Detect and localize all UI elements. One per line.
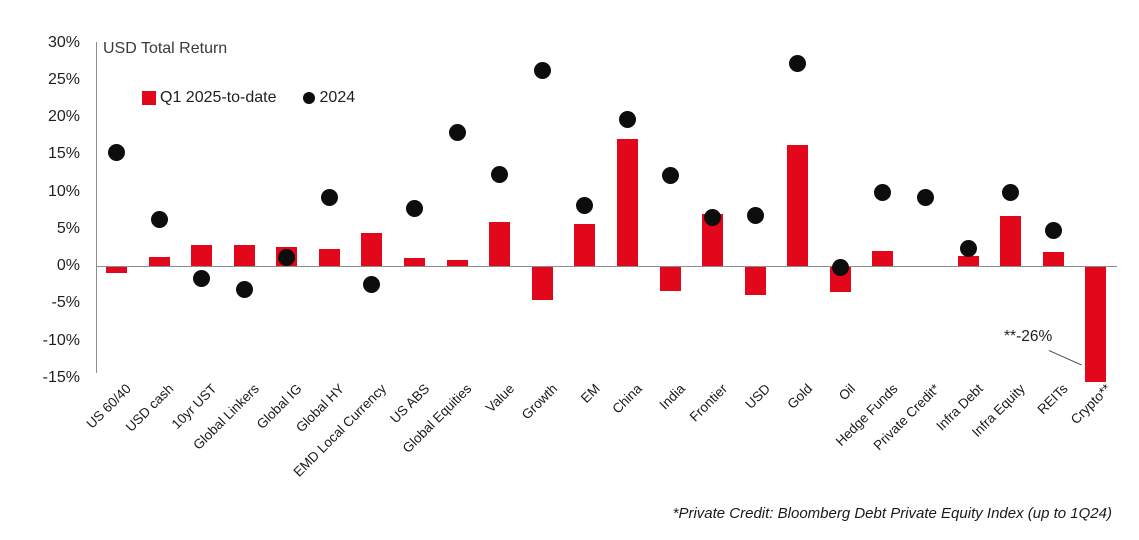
y-axis-line [96, 42, 97, 373]
dot-em [576, 197, 594, 215]
bar-usd [744, 267, 766, 295]
x-label-crypto: Crypto** [1067, 381, 1114, 428]
bar-infra-debt [957, 256, 979, 266]
dot-growth [533, 62, 551, 80]
bar-us-60-40 [106, 267, 127, 273]
x-label-value: Value [483, 381, 518, 416]
dot-reits [1044, 222, 1062, 240]
dot-global-equities [448, 124, 466, 142]
bar-global-hy [318, 248, 340, 266]
dot-infra-debt [959, 240, 977, 258]
dot-oil [831, 258, 849, 276]
x-label-oil: Oil [835, 381, 858, 404]
dot-india [661, 166, 679, 184]
x-label-india: India [656, 381, 688, 413]
bar-crypto [1085, 267, 1107, 382]
dot-global-linkers [235, 281, 253, 299]
bar-gold [787, 145, 809, 266]
crypto-clipped-value-annotation: **-26% [1004, 328, 1053, 345]
bar-global-equities [446, 260, 468, 266]
chart-legend: Q1 2025-to-date 2024 [142, 89, 355, 107]
dot-emd-local-currency [363, 276, 381, 294]
y-tick-15: -15% [42, 368, 80, 386]
bar-frontier [702, 213, 724, 266]
dot-global-hy [320, 188, 338, 206]
annotation-leader-line [1048, 350, 1082, 366]
bar-usd-cash [148, 257, 170, 266]
legend-circle-icon [302, 92, 315, 104]
y-tick-20: 20% [47, 108, 80, 125]
x-label-em: EM [577, 381, 603, 406]
chart-title: USD Total Return [103, 40, 228, 57]
x-label-gold: Gold [784, 381, 816, 412]
bar-10yr-ust [191, 245, 213, 266]
x-label-growth: Growth [518, 381, 560, 423]
bar-reits [1042, 251, 1064, 266]
y-tick-15: 15% [47, 145, 80, 163]
legend-square-icon [142, 91, 156, 105]
dot-us-60-40 [108, 144, 125, 162]
y-tick-10: 10% [47, 182, 80, 200]
bar-global-linkers [233, 245, 255, 266]
y-tick-10: -10% [42, 331, 80, 349]
y-tick-5: 5% [56, 219, 80, 237]
dot-private-credit [917, 188, 935, 206]
dot-usd [746, 206, 764, 224]
dot-10yr-ust [193, 270, 211, 288]
bar-india [659, 267, 681, 291]
bar-growth [531, 267, 553, 300]
bar-china [616, 139, 638, 266]
dot-usd-cash [150, 210, 168, 228]
x-label-frontier: Frontier [686, 381, 731, 425]
dot-gold [789, 54, 807, 72]
dot-us-abs [406, 200, 424, 218]
dot-value [491, 165, 509, 183]
dot-hedge-funds [874, 184, 892, 202]
bar-us-abs [404, 257, 426, 266]
footnote-private-credit: *Private Credit: Bloomberg Debt Private … [672, 505, 1112, 522]
dot-global-ig [278, 248, 296, 266]
y-tick-5: -5% [51, 294, 80, 312]
x-label-usd: USD [742, 381, 773, 412]
bar-value [489, 222, 511, 266]
dot-infra-equity [1002, 184, 1020, 202]
x-label-reits: REITs [1034, 381, 1071, 418]
dot-china [618, 111, 636, 129]
bar-emd-local-currency [361, 233, 383, 266]
x-label-china: China [609, 381, 646, 417]
legend-label-2024: 2024 [319, 89, 356, 106]
bar-infra-equity [1000, 216, 1022, 266]
bar-em [574, 224, 596, 266]
zero-baseline [96, 266, 1117, 267]
bar-hedge-funds [872, 251, 894, 266]
y-tick-0: 0% [56, 257, 80, 274]
y-tick-30: 30% [47, 33, 80, 51]
y-tick-25: 25% [47, 70, 80, 88]
dot-frontier [704, 209, 722, 227]
legend-label-q1-2025-to-date: Q1 2025-to-date [160, 89, 277, 106]
